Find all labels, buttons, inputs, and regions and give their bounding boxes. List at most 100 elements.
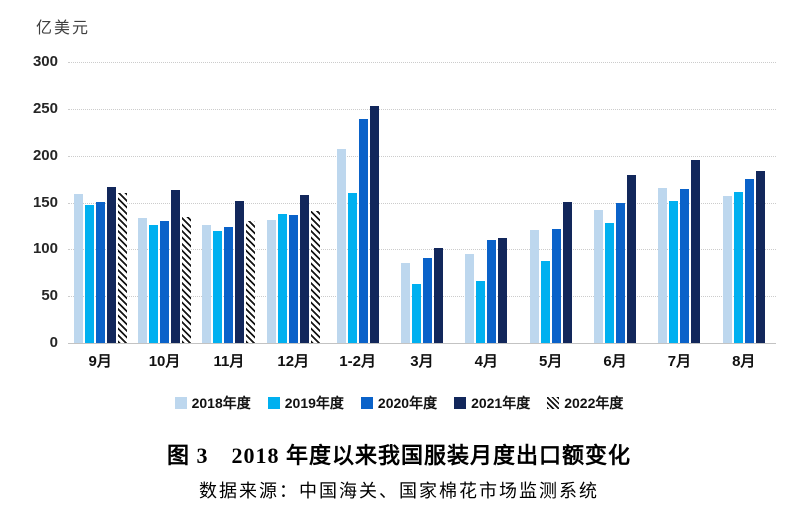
bar-2018年度-3月 <box>400 263 410 343</box>
legend: 2018年度 2019年度 2020年度 2021年度 2022年度 <box>0 393 798 413</box>
y-axis-unit-label: 亿美元 <box>36 20 91 37</box>
bar-2019年度-9月 <box>84 205 94 343</box>
bar-group-1-2月 <box>325 62 389 343</box>
legend-label: 2020年度 <box>377 395 438 411</box>
x-axis-label-12月: 12月 <box>277 353 310 370</box>
bar-2018年度-6月 <box>594 210 604 343</box>
gridline <box>68 249 776 251</box>
bar-2019年度-11月 <box>213 230 223 343</box>
bar-2020年度-11月 <box>224 226 234 343</box>
legend-item-2022年度: 2022年度 <box>547 393 623 413</box>
y-axis-tick: 0 <box>49 334 58 351</box>
bar-2019年度-4月 <box>476 281 486 343</box>
gridline <box>68 202 776 204</box>
bar-2022年度-10月 <box>182 216 192 343</box>
bar-2019年度-6月 <box>605 223 615 343</box>
bar-2019年度-5月 <box>540 260 550 343</box>
x-axis-label-6月: 6月 <box>603 353 627 370</box>
x-axis-label-3月: 3月 <box>410 353 434 370</box>
bar-2019年度-8月 <box>733 192 743 343</box>
y-axis-tick: 300 <box>32 53 58 70</box>
bar-2021年度-11月 <box>235 200 245 343</box>
y-axis: 300 250 200 150 100 50 0 <box>0 0 60 380</box>
gridline <box>68 155 776 157</box>
bar-group-6月 <box>583 62 647 343</box>
bar-2021年度-12月 <box>299 195 309 343</box>
legend-item-2018年度: 2018年度 <box>174 393 251 413</box>
x-axis-label-4月: 4月 <box>474 353 498 370</box>
legend-item-2021年度: 2021年度 <box>454 393 530 413</box>
gridline <box>68 108 776 110</box>
bar-2019年度-12月 <box>277 213 287 343</box>
legend-item-2019年度: 2019年度 <box>267 393 344 413</box>
bar-2021年度-7月 <box>691 160 701 343</box>
x-axis-label-8月: 8月 <box>732 353 756 370</box>
x-axis-label-11月: 11月 <box>213 353 245 370</box>
bar-2020年度-12月 <box>288 214 298 343</box>
bar-group-5月 <box>519 62 583 343</box>
bar-2018年度-4月 <box>465 254 475 343</box>
legend-swatch-icon <box>547 397 560 409</box>
bar-2022年度-9月 <box>117 193 127 343</box>
bar-group-12月 <box>261 62 325 343</box>
x-axis: 9月 10月 11月 12月 1-2月 3月 4月 5月 6月 7月 8月 <box>68 350 776 371</box>
bars-layer <box>68 62 776 343</box>
x-axis-label-9月: 9月 <box>88 353 112 370</box>
x-axis-label-1-2月: 1-2月 <box>339 353 376 370</box>
bar-2020年度-5月 <box>551 228 561 343</box>
bar-2022年度-12月 <box>310 210 320 343</box>
bar-2020年度-9月 <box>95 201 105 343</box>
legend-label: 2022年度 <box>564 395 624 411</box>
bar-2018年度-10月 <box>138 217 148 343</box>
figure-title: 图 3 2018 年度以来我国服装月度出口额变化 <box>166 443 631 468</box>
bar-2020年度-10月 <box>160 221 170 343</box>
bar-group-3月 <box>390 62 454 343</box>
bar-2020年度-3月 <box>422 257 432 343</box>
bar-2021年度-10月 <box>171 190 181 343</box>
bar-2021年度-1-2月 <box>369 106 379 343</box>
legend-label: 2019年度 <box>284 395 344 411</box>
y-axis-tick: 100 <box>32 240 58 258</box>
bar-2021年度-3月 <box>433 248 443 343</box>
bar-2020年度-7月 <box>680 189 690 343</box>
bar-2019年度-3月 <box>411 284 421 343</box>
bar-2022年度-11月 <box>246 221 256 343</box>
bar-group-11月 <box>197 62 261 343</box>
y-axis-tick: 200 <box>32 146 58 164</box>
legend-item-2020年度: 2020年度 <box>360 393 438 413</box>
bar-2020年度-4月 <box>487 239 497 343</box>
bar-2018年度-1-2月 <box>336 149 346 343</box>
y-axis-tick: 50 <box>41 287 58 305</box>
bar-2021年度-8月 <box>755 170 765 343</box>
bar-2021年度-5月 <box>562 201 572 343</box>
x-axis-label-7月: 7月 <box>667 353 692 370</box>
legend-label: 2018年度 <box>191 395 251 411</box>
x-axis-label-5月: 5月 <box>539 353 563 370</box>
legend-label: 2021年度 <box>471 395 531 411</box>
gridline <box>68 62 776 63</box>
bar-2020年度-6月 <box>616 202 626 343</box>
legend-swatch-icon <box>174 397 187 409</box>
bar-2019年度-10月 <box>149 224 159 343</box>
figure-source: 数据来源：中国海关、国家棉花市场监测系统 <box>199 481 599 501</box>
bar-2020年度-1-2月 <box>358 119 368 343</box>
bar-group-4月 <box>454 62 518 343</box>
legend-swatch-icon <box>360 397 373 409</box>
bar-2021年度-6月 <box>627 175 637 343</box>
bar-2018年度-7月 <box>658 187 668 343</box>
bar-2018年度-11月 <box>202 224 212 343</box>
bar-2018年度-5月 <box>529 229 539 343</box>
x-axis-label-10月: 10月 <box>148 353 181 370</box>
bar-group-7月 <box>647 62 711 343</box>
plot-area <box>68 62 776 344</box>
bar-group-9月 <box>68 62 132 343</box>
bar-group-10月 <box>132 62 196 343</box>
bar-group-8月 <box>712 62 776 343</box>
legend-swatch-icon <box>267 397 280 409</box>
x-axis-line <box>68 343 776 344</box>
bar-2019年度-7月 <box>669 200 679 343</box>
y-axis-tick: 150 <box>32 193 58 211</box>
gridline <box>68 296 776 298</box>
legend-swatch-icon <box>454 397 467 409</box>
